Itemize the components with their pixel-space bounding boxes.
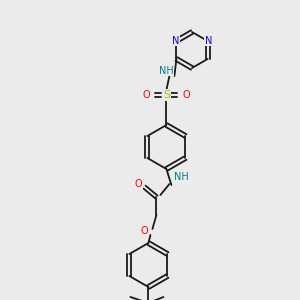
Text: O: O — [183, 90, 190, 100]
Text: O: O — [135, 179, 142, 189]
Text: N: N — [205, 36, 212, 46]
Text: NH: NH — [159, 66, 174, 76]
Text: S: S — [163, 90, 170, 100]
Text: O: O — [142, 90, 150, 100]
Text: O: O — [141, 226, 148, 236]
Text: N: N — [172, 36, 179, 46]
Text: NH: NH — [174, 172, 189, 182]
